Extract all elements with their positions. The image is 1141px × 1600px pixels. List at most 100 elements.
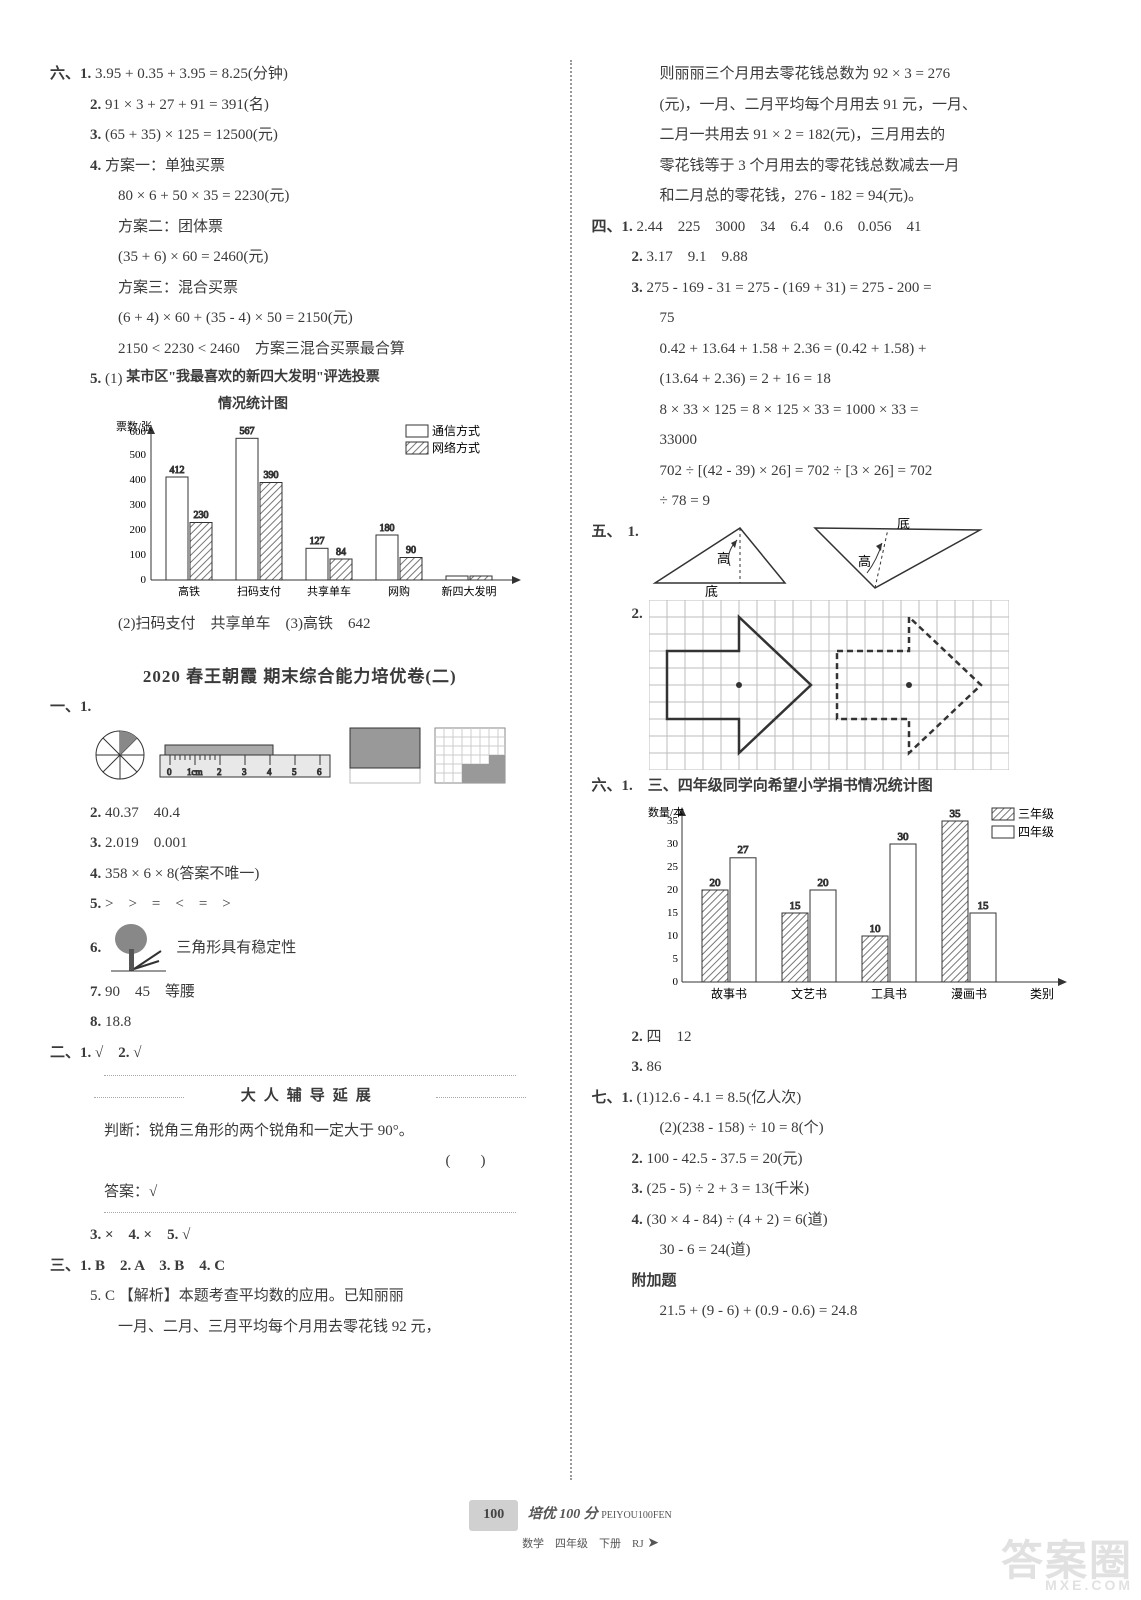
svg-text:35: 35 (949, 808, 961, 820)
svg-text:30: 30 (897, 831, 909, 843)
sl: 二、 (50, 1045, 80, 1061)
s4-3b: 0.42 + 13.64 + 1.58 + 2.36 = (0.42 + 1.5… (592, 335, 1092, 364)
t: 275 - 169 - 31 = 275 - (169 + 31) = 275 … (647, 280, 932, 296)
n: 3. (90, 127, 105, 143)
t: (25 - 5) ÷ 2 + 3 = 13(千米) (647, 1181, 810, 1197)
s4-3a: 3. 275 - 169 - 31 = 275 - (169 + 31) = 2… (592, 274, 1092, 303)
left-column: 六、1. 3.95 + 0.35 + 3.95 = 8.25(分钟) 2. 91… (50, 60, 550, 1480)
sl: 四、 (592, 219, 622, 235)
page-columns: 六、1. 3.95 + 0.35 + 3.95 = 8.25(分钟) 2. 91… (50, 60, 1091, 1480)
sl: 七、 (592, 1090, 622, 1106)
vote-chart: 通信方式 网络方式 票数/张 0100200 300400500600 412 … (106, 420, 536, 610)
t: 三角形具有稳定性 (176, 934, 296, 963)
svg-text:新四大发明: 新四大发明 (442, 584, 497, 598)
lg-b: 网络方式 (432, 440, 480, 455)
svg-text:20: 20 (709, 877, 721, 889)
svg-text:0: 0 (167, 767, 172, 777)
sl: 六、 (592, 778, 622, 794)
svg-text:230: 230 (194, 510, 209, 521)
svg-text:412: 412 (170, 465, 185, 476)
sec6-1: 六、1. 3.95 + 0.35 + 3.95 = 8.25(分钟) (50, 60, 550, 89)
n: 8. (90, 1014, 105, 1030)
svg-text:180: 180 (380, 523, 395, 534)
c-b: (元)，一月、二月平均每个月用去 91 元，一月、 (592, 91, 1092, 120)
xticks: 高铁扫码支付共享单车网购新四大发明 (178, 584, 497, 598)
s6-2: 2. 四 12 (592, 1023, 1092, 1052)
svg-text:底: 底 (897, 518, 910, 531)
svg-text:400: 400 (130, 474, 147, 486)
t: 86 (647, 1059, 662, 1075)
t: 2.019 0.001 (105, 835, 188, 851)
svg-text:30: 30 (667, 838, 679, 850)
svg-text:0: 0 (141, 574, 147, 586)
svg-text:底: 底 (705, 584, 718, 598)
s7-2: 2. 100 - 42.5 - 37.5 = 20(元) (592, 1145, 1092, 1174)
guide-box: 大人辅导延展 判断：锐角三角形的两个锐角和一定大于 90°。 ( ) 答案：√ (104, 1075, 516, 1213)
n: 2. (632, 1151, 647, 1167)
s7-1a: 七、1. (1)12.6 - 4.1 = 8.5(亿人次) (592, 1084, 1092, 1113)
svg-text:500: 500 (130, 449, 147, 461)
svg-text:15: 15 (977, 900, 989, 912)
n: 1. (622, 219, 637, 235)
s2: 二、1. √ 2. √ (50, 1039, 550, 1068)
sec6-4b: 80 × 6 + 50 × 35 = 2230(元) (50, 182, 550, 211)
svg-text:高铁: 高铁 (178, 584, 200, 598)
sec6-2: 2. 91 × 3 + 27 + 91 = 391(名) (50, 91, 550, 120)
s1-7: 7. 90 45 等腰 (50, 978, 550, 1007)
n: 3. (632, 1181, 647, 1197)
sec6-4c: 方案二：团体票 (50, 213, 550, 242)
n: 1. (80, 699, 91, 715)
ft1: 培优 100 分 (528, 1507, 598, 1522)
t: 90 45 等腰 (105, 984, 195, 1000)
sl: 一、 (50, 699, 80, 715)
svg-text:27: 27 (737, 844, 749, 856)
s1-4: 4. 358 × 6 × 8(答案不唯一) (50, 860, 550, 889)
s1-1: 一、1. (50, 693, 550, 722)
t: 18.8 (105, 1014, 131, 1030)
svg-text:5: 5 (672, 953, 678, 965)
t: 3.17 9.1 9.88 (647, 249, 748, 265)
dr2 (104, 1212, 516, 1213)
svg-text:200: 200 (130, 524, 147, 536)
svg-text:15: 15 (789, 900, 801, 912)
svg-text:600: 600 (130, 426, 147, 438)
triangles: 底 高 底 高 (645, 518, 985, 598)
s4-3c: 8 × 33 × 125 = 8 × 125 × 33 = 1000 × 33 … (592, 396, 1092, 425)
s5-1-row: 五、1. 底 高 底 高 (592, 518, 1092, 598)
svg-text:5: 5 (292, 767, 297, 777)
n: 3. (632, 280, 647, 296)
t: 80 × 6 + 50 × 35 = 2230(元) (118, 188, 289, 204)
sec6-4e: 方案三：混合买票 (50, 274, 550, 303)
s4-2: 2. 3.17 9.1 9.88 (592, 243, 1092, 272)
svg-text:6: 6 (317, 767, 322, 777)
t: (1)12.6 - 4.1 = 8.5(亿人次) (637, 1090, 802, 1106)
c-a: 则丽丽三个月用去零花钱总数为 92 × 3 = 276 (592, 60, 1092, 89)
t: 100 - 42.5 - 37.5 = 20(元) (647, 1151, 803, 1167)
s1-2: 2. 40.37 40.4 (50, 799, 550, 828)
n: 4. (90, 866, 105, 882)
svg-text:工具书: 工具书 (870, 987, 906, 1001)
svg-text:类别: 类别 (1029, 987, 1053, 1001)
t: 91 × 3 + 27 + 91 = 391(名) (105, 97, 269, 113)
s3-5b: 一月、二月、三月平均每个月用去零花钱 92 元， (50, 1313, 550, 1342)
t: (30 × 4 - 84) ÷ (4 + 2) = 6(道) (647, 1212, 828, 1228)
svg-text:1cm: 1cm (187, 767, 203, 777)
t: 3. × 4. × 5. √ (90, 1227, 190, 1243)
n: 2. (90, 805, 105, 821)
svg-text:300: 300 (130, 499, 147, 511)
n: 7. (90, 984, 105, 1000)
q1-graphics: 0 1cm 2 3 4 5 6 (90, 723, 520, 788)
svg-text:4: 4 (267, 767, 272, 777)
s1-8: 8. 18.8 (50, 1008, 550, 1037)
s7-1b: (2)(238 - 158) ÷ 10 = 8(个) (592, 1114, 1092, 1143)
n: 1. (622, 778, 648, 794)
n: 4. (90, 158, 105, 174)
lg-a: 通信方式 (432, 423, 480, 438)
n: 3. (632, 1059, 647, 1075)
s4-3a2: 75 (592, 304, 1092, 333)
t: 2.44 225 3000 34 6.4 0.6 0.056 41 (637, 219, 922, 235)
ft3: 数学 四年级 下册 RJ (522, 1538, 644, 1550)
svg-text:10: 10 (869, 923, 881, 935)
page-number: 100 (469, 1500, 518, 1531)
svg-text:84: 84 (336, 547, 346, 558)
